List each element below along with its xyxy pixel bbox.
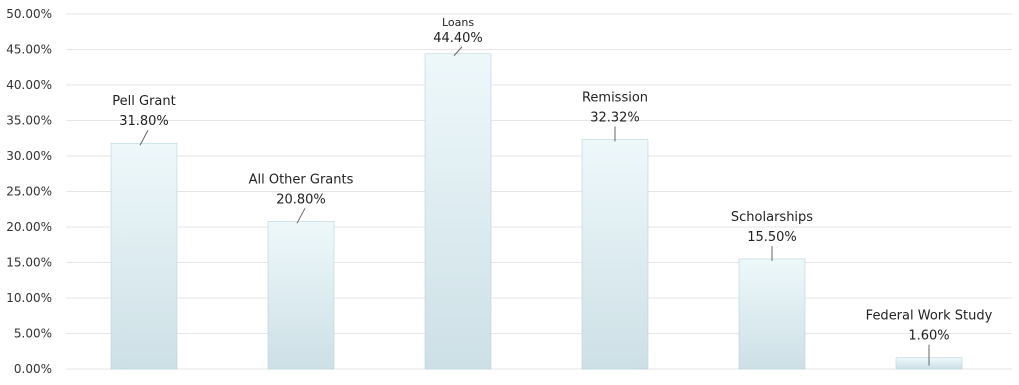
bar-category-label: Federal Work Study (866, 309, 993, 324)
leader-line (296, 208, 306, 224)
y-tick-label: 10.00% (6, 291, 52, 305)
y-tick-label: 5.00% (14, 327, 52, 341)
bar (267, 221, 335, 370)
bar-value-label: 20.80% (276, 192, 326, 207)
y-tick-label: 20.00% (6, 220, 52, 234)
bar (424, 53, 492, 370)
y-tick-label: 50.00% (6, 7, 52, 21)
bar-category-label: Pell Grant (112, 94, 175, 109)
y-tick-label: 35.00% (6, 114, 52, 128)
bar-value-label: 32.32% (590, 111, 640, 126)
bar (110, 142, 178, 370)
bar-value-label: 15.50% (747, 230, 797, 245)
bar-value-label: 44.40% (433, 31, 483, 46)
bars (110, 53, 963, 370)
y-tick-label: 25.00% (6, 185, 52, 199)
gridlines (66, 13, 1012, 370)
bar-category-label: Loans (442, 16, 474, 29)
bar-category-label: Remission (582, 91, 648, 106)
bar-category-label: All Other Grants (249, 172, 354, 187)
data-labels: Pell Grant 31.80% All Other Grants 20.80% Lo… (112, 16, 993, 366)
bar-value-label: 31.80% (119, 114, 169, 129)
y-axis: 0.00% 5.00% 10.00% 15.00% 20.00% 25.00% 30.00%… (6, 7, 52, 376)
leader-line (453, 46, 463, 57)
leader-line (139, 129, 149, 146)
y-tick-label: 40.00% (6, 78, 52, 92)
y-tick-label: 45.00% (6, 43, 52, 57)
bar-value-label: 1.60% (908, 329, 949, 344)
y-tick-label: 30.00% (6, 149, 52, 163)
y-tick-label: 0.00% (14, 362, 52, 376)
y-tick-label: 15.00% (6, 256, 52, 270)
bar-category-label: Scholarships (731, 210, 813, 225)
bar (581, 139, 649, 370)
bar (738, 258, 806, 370)
